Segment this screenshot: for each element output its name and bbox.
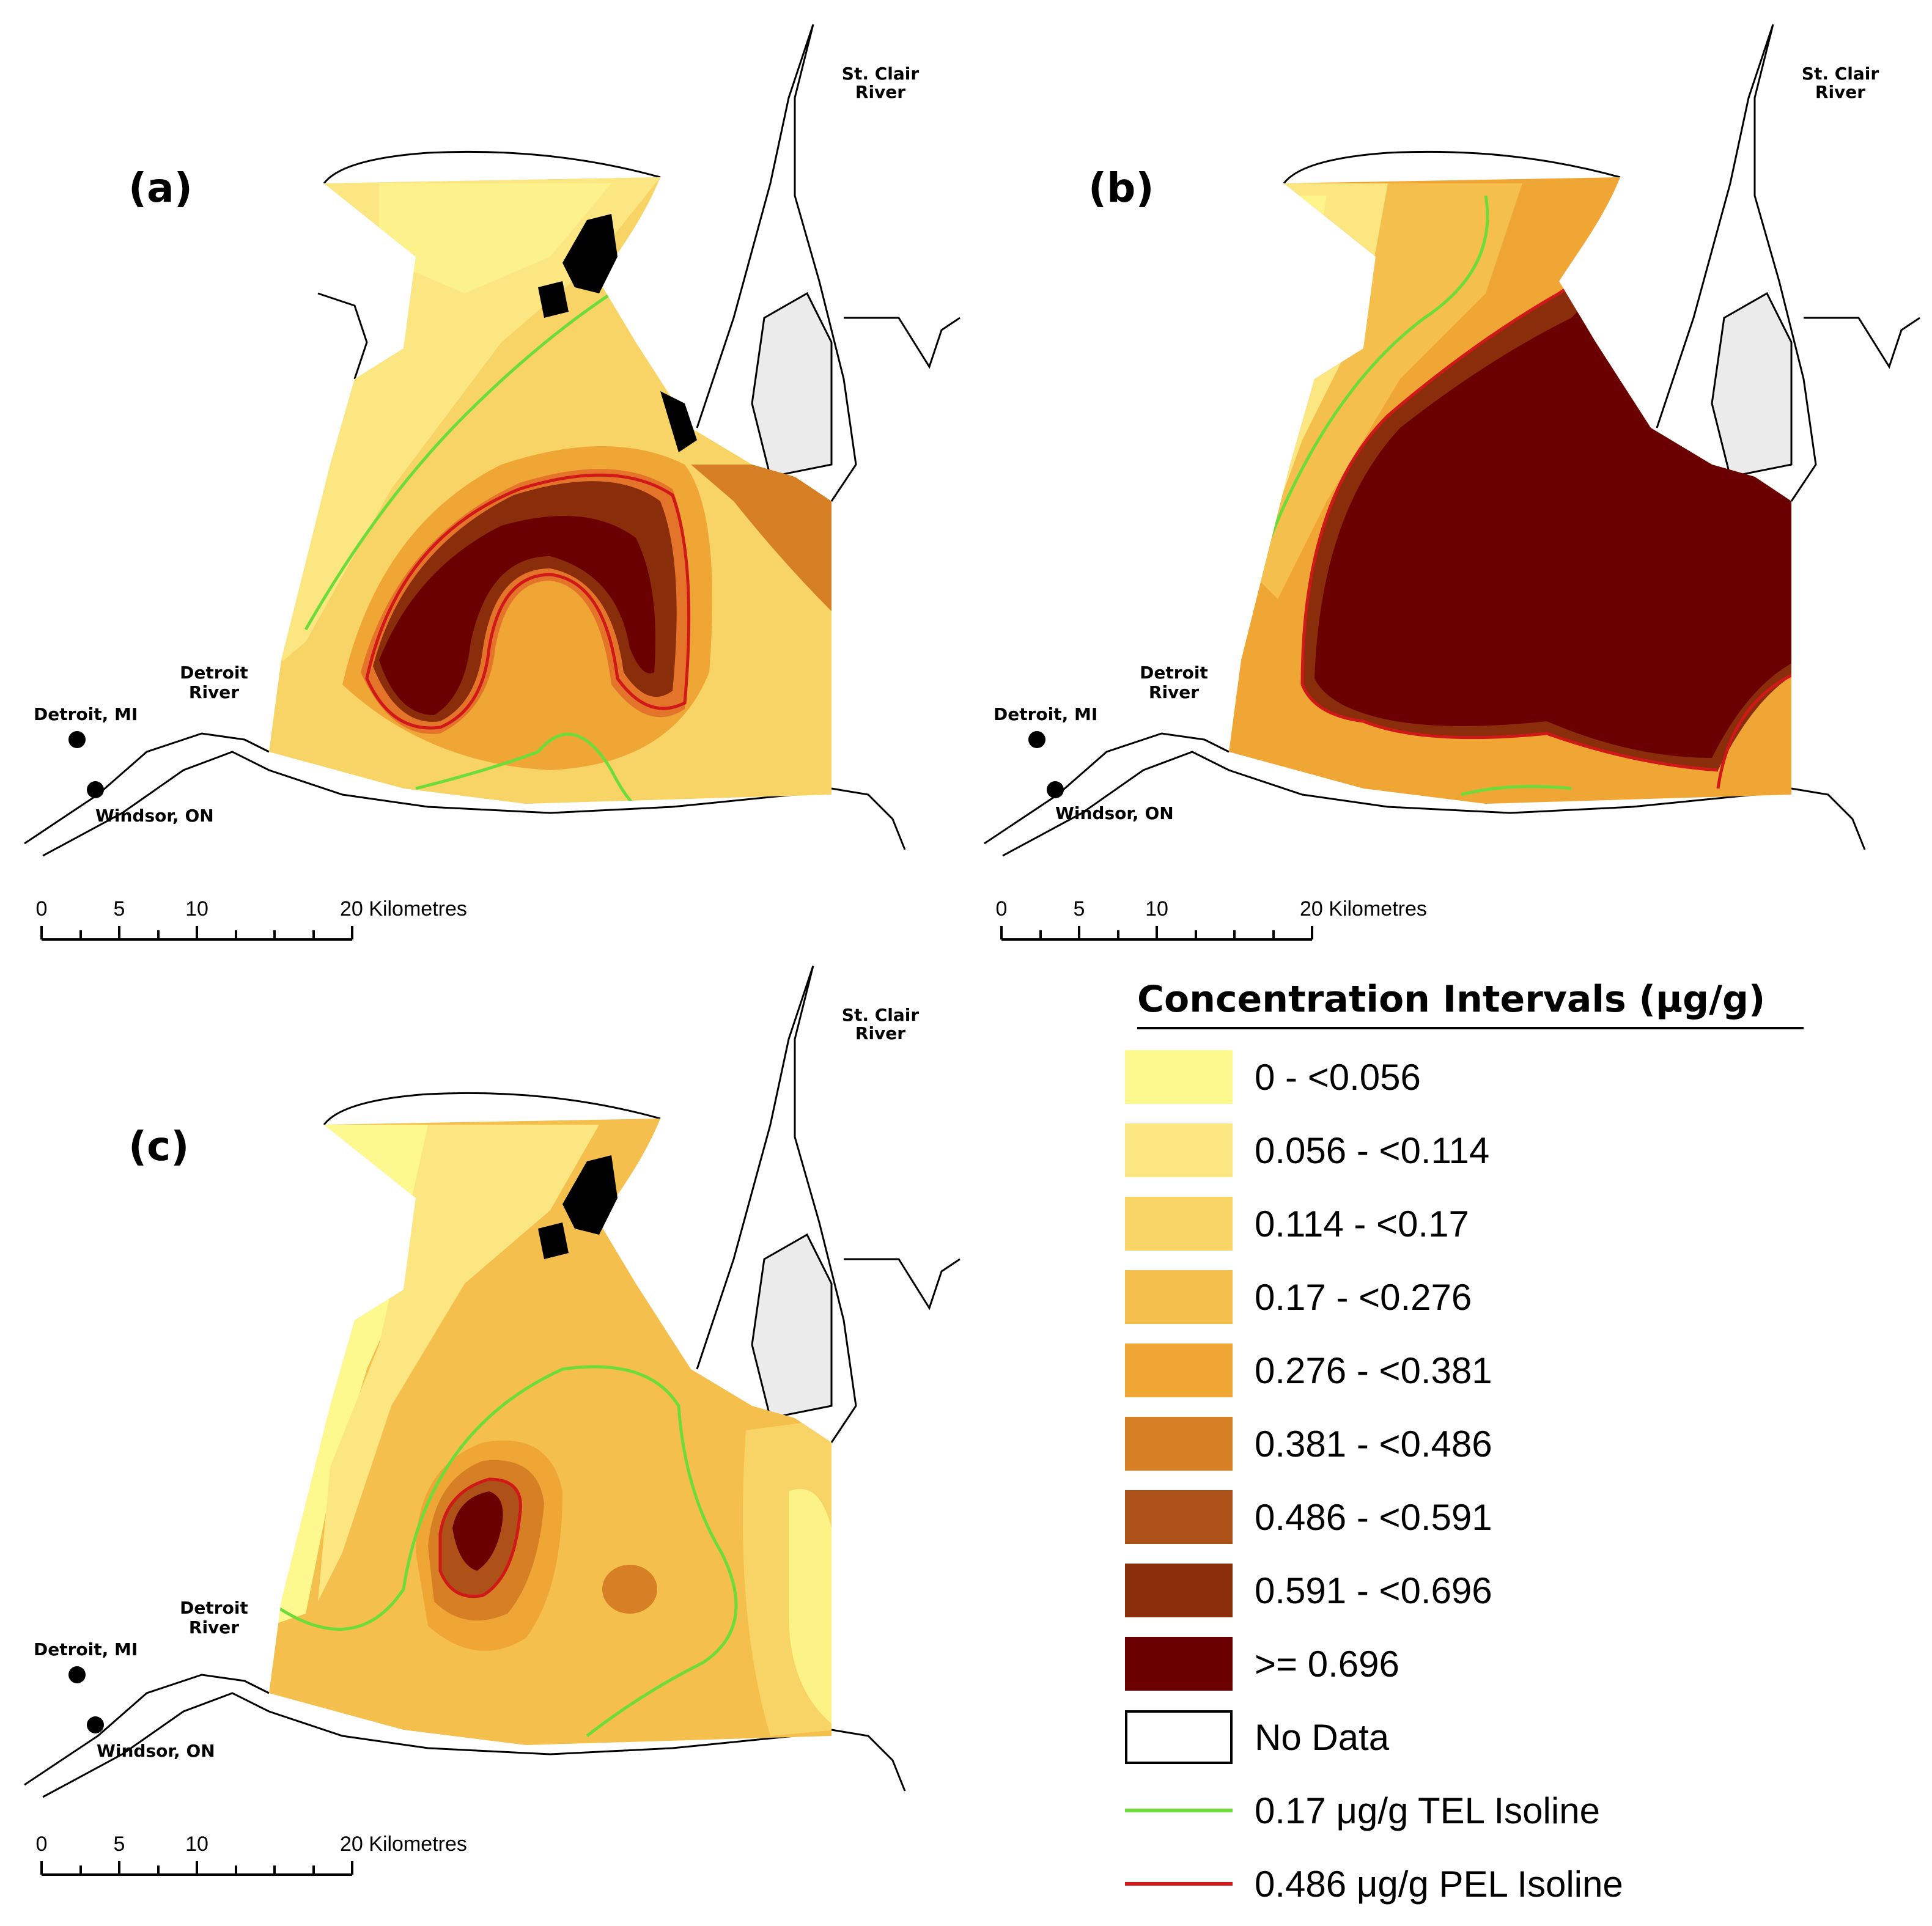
legend-swatch [1125, 1343, 1233, 1397]
scale-tick-label: 20 Kilometres [340, 897, 467, 921]
legend-item: 0.056 - <0.114 [1125, 1114, 1810, 1187]
panel-label-b: (b) [1088, 164, 1154, 211]
scale-tick-label: 20 Kilometres [1300, 897, 1427, 921]
scale-tick-label: 0 [36, 1832, 48, 1856]
legend-swatch [1125, 1490, 1233, 1544]
legend-swatch [1125, 1417, 1233, 1471]
legend-item-no-data: No Data [1125, 1700, 1810, 1774]
legend-swatch [1125, 1123, 1233, 1177]
legend-swatch [1125, 1270, 1233, 1324]
detroit-marker [68, 1666, 86, 1683]
detroit-label: Detroit, MI [34, 704, 138, 724]
scale-tick-label: 0 [36, 897, 48, 921]
legend-swatch [1125, 1050, 1233, 1104]
detroit-river-label: Detroit [1140, 663, 1208, 683]
legend-label: 0.17 - <0.276 [1255, 1276, 1472, 1318]
detroit-river-label: River [189, 1617, 239, 1637]
scale-tick-label: 5 [1074, 897, 1085, 921]
legend-item: 0.486 - <0.591 [1125, 1480, 1810, 1554]
legend: Concentration Intervals (μg/g) 0 - <0.05… [1125, 978, 1810, 1920]
map-panel-b: (b) St. Clair River Detroit River Detroi… [984, 24, 1920, 941]
st-clair-label: River [855, 82, 905, 102]
scale-tick-label: 5 [114, 1832, 125, 1856]
legend-label: 0.17 μg/g TEL Isoline [1255, 1790, 1600, 1831]
legend-label: >= 0.696 [1255, 1643, 1399, 1685]
map-panel-c: (c) St. Clair River Detroit River Detroi… [24, 965, 960, 1876]
detroit-river-label: Detroit [180, 663, 248, 683]
detroit-marker [1028, 731, 1045, 748]
scale-tick-label: 5 [114, 897, 125, 921]
legend-label: 0.276 - <0.381 [1255, 1350, 1492, 1391]
legend-item-tel-isoline: 0.17 μg/g TEL Isoline [1125, 1774, 1810, 1847]
detroit-label: Detroit, MI [34, 1639, 138, 1660]
detroit-marker [68, 731, 86, 748]
delta-wetlands [538, 214, 697, 452]
shoreline-outline [24, 24, 960, 857]
legend-swatch-no-data [1125, 1710, 1233, 1764]
windsor-label: Windsor, ON [1055, 803, 1174, 823]
legend-item-pel-isoline: 0.486 μg/g PEL Isoline [1125, 1847, 1810, 1920]
scale-tick-label: 10 [185, 897, 208, 921]
shoreline-outline [24, 965, 960, 1798]
scale-bar: 0 5 10 20 Kilometres [36, 897, 467, 941]
legend-item: >= 0.696 [1125, 1627, 1810, 1700]
legend-label: 0.591 - <0.696 [1255, 1570, 1492, 1611]
scale-bar: 0 5 10 20 Kilometres [36, 1832, 467, 1876]
legend-title: Concentration Intervals (μg/g) [1137, 978, 1804, 1029]
windsor-marker [1047, 781, 1064, 798]
legend-label: 0.114 - <0.17 [1255, 1203, 1469, 1244]
scale-bar: 0 5 10 20 Kilometres [996, 897, 1427, 941]
st-clair-label: River [855, 1023, 905, 1043]
island-grey-region [751, 292, 833, 478]
windsor-label: Windsor, ON [97, 1741, 215, 1761]
legend-item: 0.276 - <0.381 [1125, 1334, 1810, 1407]
legend-line-pel [1125, 1882, 1233, 1886]
legend-label: 0.056 - <0.114 [1255, 1130, 1490, 1171]
detroit-river-label: Detroit [180, 1598, 248, 1618]
legend-swatch [1125, 1564, 1233, 1617]
windsor-label: Windsor, ON [95, 806, 214, 826]
legend-label: 0.486 μg/g PEL Isoline [1255, 1863, 1623, 1905]
legend-label: No Data [1255, 1716, 1390, 1758]
legend-item: 0.381 - <0.486 [1125, 1407, 1810, 1480]
legend-item: 0.591 - <0.696 [1125, 1554, 1810, 1627]
legend-item: 0.17 - <0.276 [1125, 1260, 1810, 1334]
shoreline-outline [984, 24, 1920, 857]
legend-swatch [1125, 1197, 1233, 1251]
scale-tick-label: 10 [185, 1832, 208, 1856]
legend-swatch [1125, 1637, 1233, 1691]
scale-tick-label: 10 [1145, 897, 1168, 921]
windsor-marker [87, 781, 104, 798]
delta-wetlands [538, 1155, 618, 1259]
scale-tick-label: 20 Kilometres [340, 1832, 467, 1856]
detroit-river-label: River [189, 682, 239, 702]
panel-label-a: (a) [128, 164, 193, 211]
scale-tick-label: 0 [996, 897, 1008, 921]
legend-item: 0.114 - <0.17 [1125, 1187, 1810, 1260]
legend-label: 0.486 - <0.591 [1255, 1496, 1492, 1538]
map-panel-a: (a) St. Clair River Detroit River Detroi… [24, 24, 960, 941]
detroit-label: Detroit, MI [994, 704, 1097, 724]
detroit-river-label: River [1149, 682, 1199, 702]
legend-label: 0 - <0.056 [1255, 1056, 1421, 1098]
st-clair-label: River [1815, 82, 1865, 102]
island-grey-region [1711, 292, 1793, 478]
legend-label: 0.381 - <0.486 [1255, 1423, 1492, 1465]
st-clair-label: St. Clair [842, 1005, 920, 1025]
st-clair-label: St. Clair [1802, 64, 1879, 84]
legend-item: 0 - <0.056 [1125, 1040, 1810, 1114]
island-grey-region [751, 1233, 833, 1419]
legend-line-tel [1125, 1809, 1233, 1812]
windsor-marker [87, 1716, 104, 1733]
st-clair-label: St. Clair [842, 64, 920, 84]
legend-rows: 0 - <0.056 0.056 - <0.114 0.114 - <0.17 … [1125, 1040, 1810, 1920]
panel-label-c: (c) [128, 1123, 189, 1170]
